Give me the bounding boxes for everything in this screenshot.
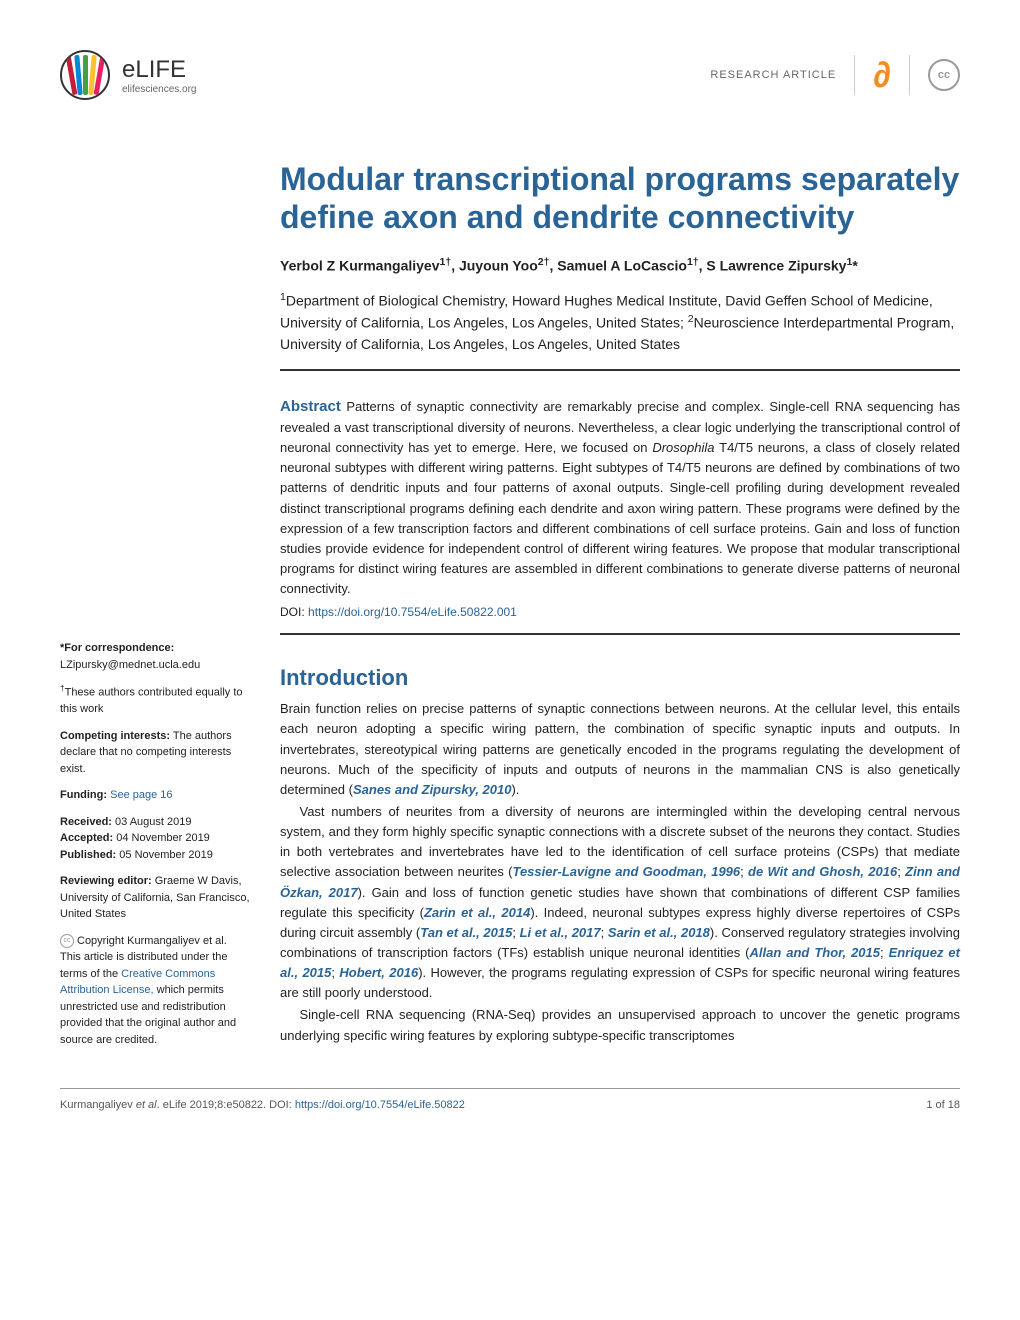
article-type-label: RESEARCH ARTICLE bbox=[710, 69, 836, 81]
article-title: Modular transcriptional programs separat… bbox=[280, 160, 960, 237]
divider bbox=[280, 369, 960, 371]
intro-heading: Introduction bbox=[280, 665, 960, 691]
divider bbox=[854, 55, 855, 95]
funding-link[interactable]: See page 16 bbox=[110, 789, 172, 801]
abstract-label: Abstract bbox=[280, 398, 341, 415]
intro-paragraph: Vast numbers of neurites from a diversit… bbox=[280, 802, 960, 1003]
doi-link[interactable]: https://doi.org/10.7554/eLife.50822.001 bbox=[308, 605, 517, 619]
intro-paragraph: Brain function relies on precise pattern… bbox=[280, 699, 960, 800]
received-date: 03 August 2019 bbox=[112, 816, 192, 828]
sidebar-metadata: *For correspondence: LZipursky@mednet.uc… bbox=[60, 160, 250, 1058]
published-label: Published: bbox=[60, 849, 116, 861]
competing-interests-label: Competing interests: bbox=[60, 730, 170, 742]
cc-license-icon: cc bbox=[928, 59, 960, 91]
reviewing-editor-label: Reviewing editor: bbox=[60, 875, 152, 887]
equal-contribution-note: †These authors contributed equally to th… bbox=[60, 683, 250, 718]
abstract-section: Abstract Patterns of synaptic connectivi… bbox=[280, 395, 960, 600]
footer-doi-link[interactable]: https://doi.org/10.7554/eLife.50822 bbox=[295, 1099, 465, 1111]
received-label: Received: bbox=[60, 816, 112, 828]
page-number: 1 of 18 bbox=[926, 1099, 960, 1111]
journal-name: eLIFE bbox=[122, 56, 196, 84]
cc-small-icon: cc bbox=[60, 934, 74, 948]
open-access-icon: ∂ bbox=[873, 54, 891, 96]
footer-citation: Kurmangaliyev et al. eLife 2019;8:e50822… bbox=[60, 1099, 269, 1111]
intro-paragraph: Single-cell RNA sequencing (RNA-Seq) pro… bbox=[280, 1005, 960, 1045]
abstract-doi: DOI: https://doi.org/10.7554/eLife.50822… bbox=[280, 605, 960, 619]
journal-url[interactable]: elifesciences.org bbox=[122, 84, 196, 95]
elife-logo-icon bbox=[60, 50, 110, 100]
accepted-date: 04 November 2019 bbox=[113, 832, 210, 844]
journal-logo-block: eLIFE elifesciences.org bbox=[60, 50, 196, 100]
page: eLIFE elifesciences.org RESEARCH ARTICLE… bbox=[0, 0, 1020, 1141]
published-date: 05 November 2019 bbox=[116, 849, 213, 861]
header-right: RESEARCH ARTICLE ∂ cc bbox=[710, 54, 960, 96]
intro-body: Brain function relies on precise pattern… bbox=[280, 699, 960, 1045]
accepted-label: Accepted: bbox=[60, 832, 113, 844]
page-header: eLIFE elifesciences.org RESEARCH ARTICLE… bbox=[60, 50, 960, 100]
divider bbox=[909, 55, 910, 95]
affiliations: 1Department of Biological Chemistry, How… bbox=[280, 290, 960, 354]
correspondence-label: *For correspondence: bbox=[60, 642, 174, 654]
content-columns: *For correspondence: LZipursky@mednet.uc… bbox=[60, 160, 960, 1058]
main-column: Modular transcriptional programs separat… bbox=[280, 160, 960, 1058]
correspondence-email[interactable]: LZipursky@mednet.ucla.edu bbox=[60, 659, 200, 671]
author-list: Yerbol Z Kurmangaliyev1†, Juyoun Yoo2†, … bbox=[280, 255, 960, 277]
page-footer: Kurmangaliyev et al. eLife 2019;8:e50822… bbox=[60, 1088, 960, 1111]
abstract-text: Patterns of synaptic connectivity are re… bbox=[280, 399, 960, 596]
funding-label: Funding: bbox=[60, 789, 107, 801]
divider bbox=[280, 633, 960, 635]
